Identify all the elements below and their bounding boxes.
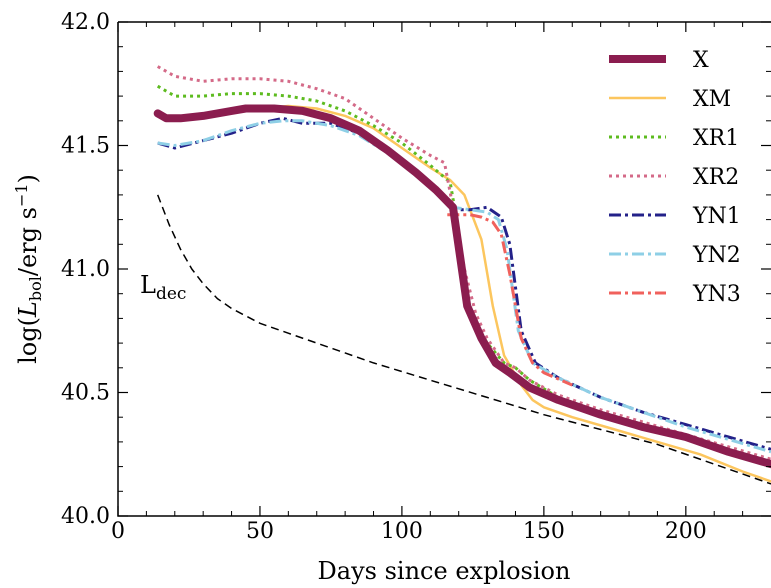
plot-frame <box>117 21 771 517</box>
legend-label: YN1 <box>692 204 741 229</box>
y-tick-label: 41.0 <box>61 257 110 282</box>
ldec-reference-line <box>157 194 771 485</box>
x-tick-label: 0 <box>111 519 125 544</box>
y-axis-title: log(Lbol/erg s−1) <box>12 174 45 364</box>
y-tick-label: 42.0 <box>61 10 110 35</box>
series-line-x <box>153 104 771 469</box>
y-tick-label: 41.5 <box>61 134 110 159</box>
legend-item-x: X <box>609 48 709 73</box>
x-axis-title: Days since explosion <box>318 557 571 585</box>
x-tick-label: 50 <box>246 519 274 544</box>
y-axis-title-prefix: log( <box>14 317 42 364</box>
legend-item-xr2: XR2 <box>609 165 739 190</box>
legend-label: YN3 <box>692 282 741 307</box>
y-tick-label: 40.0 <box>61 504 110 529</box>
plot-lines <box>153 65 771 485</box>
legend-item-yn2: YN2 <box>609 243 741 268</box>
ldec-annotation: Ldec <box>140 271 186 304</box>
ldec-annotation-subscript: dec <box>156 284 186 304</box>
ldec-annotation-main: L <box>140 271 156 299</box>
legend-item-yn1: YN1 <box>609 204 741 229</box>
legend-label: XR2 <box>693 165 739 190</box>
legend-label: XM <box>693 87 731 112</box>
x-tick-label: 100 <box>381 519 423 544</box>
legend-label: XR1 <box>693 126 739 151</box>
legend-item-xm: XM <box>609 87 731 112</box>
x-tick-label: 150 <box>523 519 565 544</box>
legend-label: YN2 <box>692 243 741 268</box>
tick-labels: 0 50 100 150 200 40.0 40.5 41.0 41.5 42.0 <box>61 10 707 544</box>
legend: X XM XR1 XR2 YN1 YN2 YN3 <box>609 48 741 307</box>
y-tick-label: 40.5 <box>61 381 110 406</box>
legend-item-xr1: XR1 <box>609 126 739 151</box>
legend-item-yn3: YN3 <box>609 282 741 307</box>
y-axis-title-symbol: L <box>14 301 42 318</box>
legend-label: X <box>693 48 709 73</box>
y-axis-title-close: ) <box>14 174 42 183</box>
x-tick-label: 200 <box>665 519 707 544</box>
series-line-yn3 <box>447 213 573 387</box>
y-axis-title-superscript: −1 <box>12 183 31 207</box>
y-axis-title-unit: /erg s <box>14 207 42 276</box>
ticks <box>117 21 771 517</box>
y-axis-title-subscript: bol <box>26 276 45 301</box>
series-line-xr1 <box>156 84 771 466</box>
